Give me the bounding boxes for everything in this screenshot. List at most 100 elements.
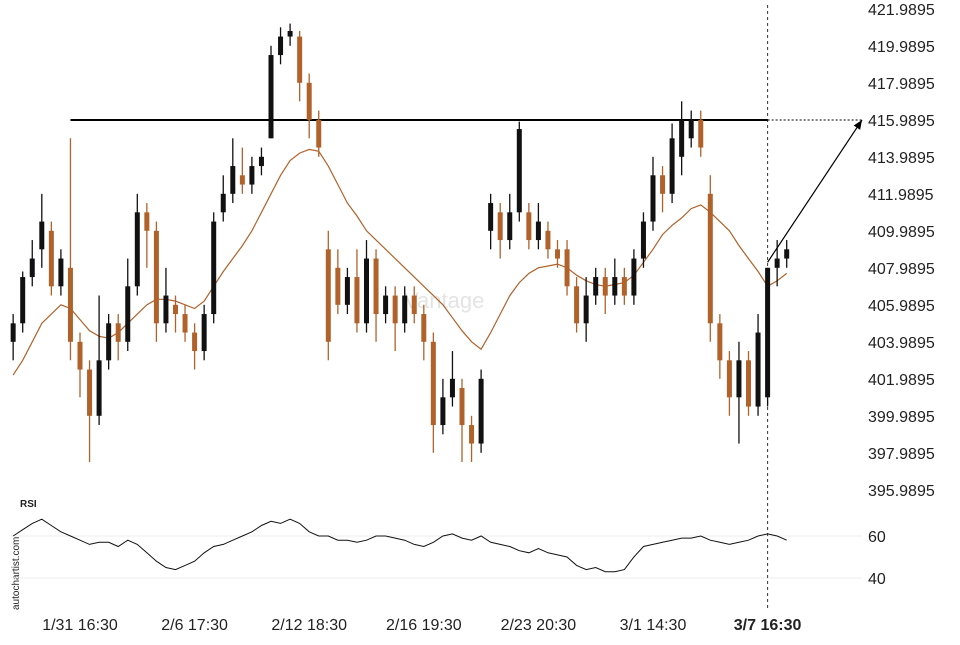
candle-body (306, 82, 312, 120)
moving-average (12, 148, 788, 376)
candle-body (459, 388, 465, 426)
candle-body (726, 360, 732, 398)
candle-body (669, 138, 675, 194)
source: autochartist.com (11, 537, 22, 610)
candle-body (87, 369, 93, 416)
candle-body (29, 258, 35, 278)
y-tick-label: 411.9895 (868, 187, 934, 204)
x-tick-label: 3/7 16:30 (734, 617, 802, 634)
candle-body (153, 230, 159, 324)
candle-body (201, 314, 207, 352)
candle-body (516, 129, 522, 213)
candle-body (679, 119, 685, 157)
candle-body (173, 304, 178, 315)
y-tick-label: 419.9895 (868, 39, 935, 56)
watermark: Vantage (404, 288, 484, 313)
candle-body (354, 277, 360, 324)
candle-body (478, 378, 484, 444)
x-tick-label: 1/31 16:30 (42, 617, 118, 634)
candle-body (364, 258, 369, 324)
x-tick-label: 3/1 14:30 (620, 617, 687, 634)
candle-body (106, 323, 112, 361)
candle-body (602, 277, 608, 296)
candle-body (297, 36, 303, 83)
candle-body (77, 341, 83, 370)
candle-body (688, 119, 694, 139)
x-tick-label: 2/12 18:30 (271, 617, 347, 634)
candle-body (335, 267, 341, 305)
rsi-tick-label: 60 (868, 529, 886, 546)
candle-body (488, 203, 494, 231)
candle-body (249, 166, 255, 185)
candle-body (182, 314, 188, 333)
candle-body (660, 175, 666, 194)
y-tick-label: 405.9895 (868, 298, 935, 315)
candle-body (192, 332, 198, 352)
y-tick-label: 395.9895 (868, 483, 935, 500)
y-tick-label: 397.9895 (868, 446, 935, 463)
x-tick-label: 2/16 19:30 (386, 617, 462, 634)
y-tick-label: 407.9895 (868, 261, 935, 278)
candle-body (650, 175, 656, 222)
candle-body (430, 341, 436, 426)
y-tick-label: 399.9895 (868, 409, 935, 426)
candle-body (316, 119, 322, 148)
rsi-tick-label: 40 (868, 571, 886, 588)
candle-body (96, 360, 102, 416)
candle-body (564, 249, 570, 287)
candle-body (125, 286, 131, 342)
candle-body (583, 295, 589, 324)
candle-body (469, 425, 475, 444)
candle-body (593, 277, 599, 296)
candle-body (545, 230, 551, 250)
candle-body (258, 156, 264, 167)
forecast-arrowhead (853, 120, 862, 130)
candle-body (526, 212, 532, 241)
y-tick-label: 409.9895 (868, 224, 935, 241)
candle-body (774, 258, 780, 268)
candle-body (239, 175, 245, 185)
candle-body (278, 36, 284, 56)
candle-body (344, 277, 350, 305)
candle-body (755, 332, 761, 407)
candle-body (144, 212, 150, 231)
candle-body (574, 286, 580, 324)
candle-body (411, 295, 417, 315)
candle-body (287, 31, 293, 37)
y-tick-label: 401.9895 (868, 372, 935, 389)
candle-body (10, 323, 16, 342)
candle-body (784, 249, 790, 259)
candle-body (631, 258, 637, 296)
candle-body (48, 230, 54, 287)
candle-body (736, 360, 742, 398)
candle-body (134, 212, 140, 287)
candle-body (325, 249, 331, 342)
candle-body (555, 249, 560, 259)
candle-body (746, 360, 751, 407)
candle-body (421, 314, 427, 342)
candle-body (373, 258, 379, 315)
candle-body (402, 295, 408, 324)
rsi-label: RSI (20, 499, 37, 510)
x-tick-label: 2/23 20:30 (501, 617, 577, 634)
candle-body (392, 295, 398, 324)
candle-body (268, 55, 274, 139)
candle-body (58, 258, 64, 287)
candle-body (163, 295, 169, 324)
candle-body (717, 323, 723, 361)
candle-body (535, 221, 541, 241)
candle-body (621, 277, 627, 296)
y-tick-label: 413.9895 (868, 150, 935, 167)
candle-body (115, 323, 121, 342)
candle-body (449, 378, 455, 398)
candle-body (39, 221, 45, 250)
candle-body (507, 212, 513, 241)
y-tick-label: 403.9895 (868, 335, 935, 352)
y-tick-label: 421.9895 (868, 2, 935, 19)
forecast-arrow (767, 119, 863, 263)
candle-body (698, 119, 704, 148)
y-tick-label: 417.9895 (868, 76, 935, 93)
candle-body (220, 193, 226, 213)
rsi-line (12, 518, 787, 573)
